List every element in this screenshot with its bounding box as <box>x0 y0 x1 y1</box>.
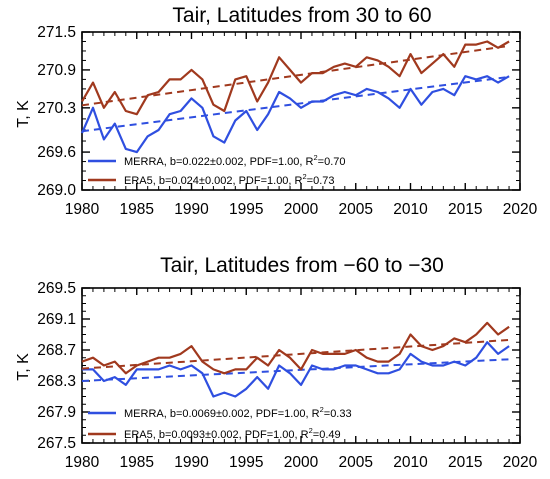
series-line-era5 <box>81 40 510 116</box>
y-tick-label: 268.7 <box>37 342 76 359</box>
series-line-merra <box>82 341 510 398</box>
y-axis-label: T, K <box>15 353 32 381</box>
x-tick-label: 1990 <box>174 454 209 471</box>
y-tick-label: 270.9 <box>37 62 76 79</box>
legend-entry-era5: ERA5, b=0.0093±0.002, PDF=1.00, R2=0.49 <box>124 426 341 441</box>
legend-entry-merra: MERRA, b=0.0069±0.002, PDF=1.00, R2=0.33 <box>124 405 352 420</box>
legend-entry-merra: MERRA, b=0.022±0.002, PDF=1.00, R2=0.70 <box>124 153 346 168</box>
y-tick-label: 268.3 <box>37 373 76 390</box>
x-tick-label: 2020 <box>503 454 538 471</box>
x-tick-label: 1985 <box>120 454 154 471</box>
y-tick-label: 270.3 <box>37 100 76 117</box>
chart-panel-bottom: Tair, Latitudes from −60 to −30 T, K 198… <box>15 254 538 471</box>
y-tick-label: 269.6 <box>37 144 76 161</box>
y-axis-label: T, K <box>15 100 32 128</box>
y-tick-label: 269.1 <box>37 311 76 328</box>
x-tick-label: 1985 <box>120 201 154 218</box>
series-line-merra <box>80 75 510 154</box>
x-tick-label: 2020 <box>503 201 538 218</box>
series-line-era5 <box>81 321 510 375</box>
plot-area: 1980 1985 1990 1995 2000 2005 2010 2015 2020 269.… <box>37 24 537 218</box>
y-tick-label: 269.0 <box>37 182 76 199</box>
x-tick-label: 2015 <box>448 201 482 218</box>
legend-entry-era5: ERA5, b=0.024±0.002, PDF=1.00, R2=0.73 <box>124 172 335 187</box>
x-tick-label: 1980 <box>65 201 100 218</box>
x-tick-label: 2010 <box>393 201 428 218</box>
chart-title: Tair, Latitudes from −60 to −30 <box>160 254 444 277</box>
plot-area: 1980 1985 1990 1995 2000 2005 2010 2015 2020 267.… <box>37 280 537 471</box>
x-tick-label: 2000 <box>284 454 319 471</box>
x-tick-label: 2005 <box>339 454 373 471</box>
chart-title: Tair, Latitudes from 30 to 60 <box>172 4 431 27</box>
y-tick-label: 267.5 <box>37 435 76 452</box>
x-tick-label: 1990 <box>174 201 209 218</box>
x-tick-label: 1980 <box>65 454 100 471</box>
x-tick-label: 1995 <box>229 201 263 218</box>
x-tick-label: 2010 <box>393 454 428 471</box>
x-tick-label: 2000 <box>284 201 319 218</box>
chart-panel-top: Tair, Latitudes from 30 to 60 T, K 1980 1… <box>15 4 538 218</box>
x-tick-label: 2005 <box>339 201 373 218</box>
y-tick-label: 269.5 <box>37 280 76 297</box>
x-tick-label: 1995 <box>229 454 263 471</box>
y-tick-label: 267.9 <box>37 404 76 421</box>
y-tick-label: 271.5 <box>37 24 76 41</box>
x-tick-label: 2015 <box>448 454 482 471</box>
